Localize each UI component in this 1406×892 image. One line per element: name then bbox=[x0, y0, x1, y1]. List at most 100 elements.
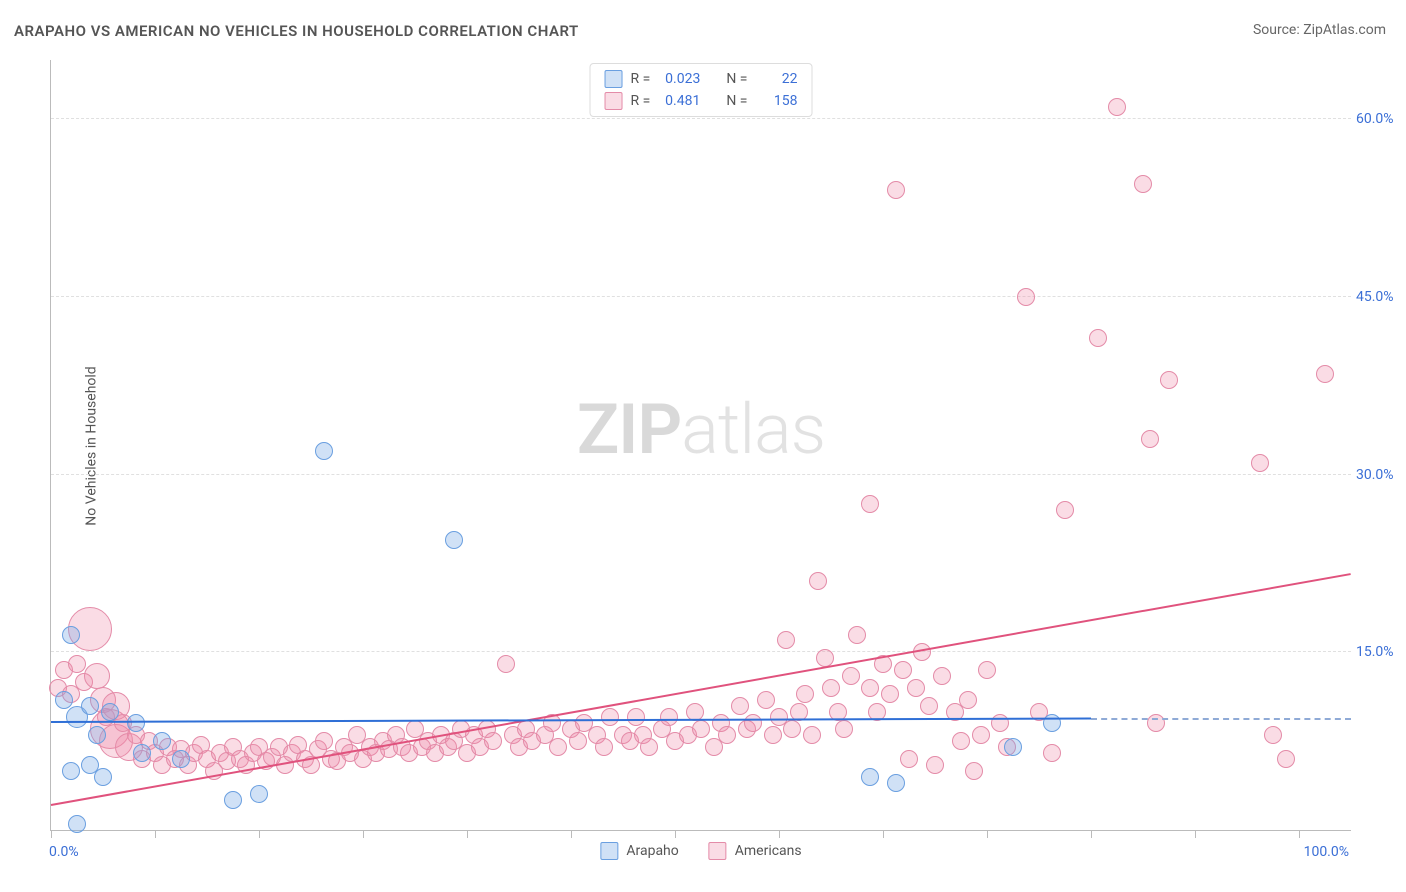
data-point-arapaho bbox=[315, 442, 333, 460]
data-point-americans bbox=[835, 720, 853, 738]
data-point-arapaho bbox=[101, 703, 119, 721]
data-point-americans bbox=[920, 697, 938, 715]
data-point-arapaho bbox=[224, 791, 242, 809]
data-point-americans bbox=[1134, 175, 1152, 193]
data-point-americans bbox=[777, 631, 795, 649]
data-point-americans bbox=[497, 655, 515, 673]
watermark-light: atlas bbox=[681, 389, 825, 471]
data-point-americans bbox=[861, 679, 879, 697]
legend-n-value-b: 158 bbox=[755, 93, 797, 109]
gridline-h bbox=[51, 296, 1351, 297]
data-point-americans bbox=[965, 762, 983, 780]
data-point-arapaho bbox=[445, 531, 463, 549]
data-point-americans bbox=[764, 726, 782, 744]
x-axis-min-label: 0.0% bbox=[49, 844, 79, 860]
legend-n-value-a: 22 bbox=[755, 71, 797, 87]
series-swatch-a bbox=[600, 842, 618, 860]
data-point-arapaho bbox=[127, 714, 145, 732]
gridline-h bbox=[51, 651, 1351, 652]
trendline bbox=[51, 573, 1351, 806]
source-attribution: Source: ZipAtlas.com bbox=[1253, 22, 1386, 38]
data-point-americans bbox=[900, 750, 918, 768]
data-point-americans bbox=[907, 679, 925, 697]
data-point-americans bbox=[84, 663, 110, 689]
x-tick bbox=[1195, 830, 1196, 838]
data-point-americans bbox=[842, 667, 860, 685]
data-point-arapaho bbox=[1004, 738, 1022, 756]
data-point-arapaho bbox=[88, 726, 106, 744]
data-point-americans bbox=[484, 732, 502, 750]
data-point-americans bbox=[1017, 288, 1035, 306]
data-point-americans bbox=[809, 572, 827, 590]
data-point-americans bbox=[796, 685, 814, 703]
data-point-americans bbox=[68, 655, 86, 673]
data-point-americans bbox=[848, 626, 866, 644]
data-point-americans bbox=[660, 708, 678, 726]
series-legend-a: Arapaho bbox=[600, 842, 678, 860]
legend-row-b: R = 0.481 N = 158 bbox=[605, 90, 798, 112]
x-tick bbox=[571, 830, 572, 838]
data-point-americans bbox=[757, 691, 775, 709]
legend-n-label-a: N = bbox=[726, 71, 747, 87]
y-tick-label: 45.0% bbox=[1356, 289, 1406, 305]
data-point-americans bbox=[627, 708, 645, 726]
x-tick bbox=[779, 830, 780, 838]
series-swatch-b bbox=[709, 842, 727, 860]
data-point-americans bbox=[1251, 454, 1269, 472]
legend-swatch-a bbox=[605, 70, 623, 88]
data-point-arapaho bbox=[94, 768, 112, 786]
data-point-americans bbox=[978, 661, 996, 679]
data-point-americans bbox=[601, 708, 619, 726]
data-point-americans bbox=[894, 661, 912, 679]
data-point-americans bbox=[881, 685, 899, 703]
data-point-americans bbox=[783, 720, 801, 738]
watermark: ZIPatlas bbox=[577, 389, 825, 471]
plot-area: ZIPatlas R = 0.023 N = 22 R = 0.481 N = … bbox=[50, 60, 1351, 831]
series-legend: Arapaho Americans bbox=[600, 842, 801, 860]
y-tick-label: 15.0% bbox=[1356, 644, 1406, 660]
data-point-americans bbox=[640, 738, 658, 756]
data-point-arapaho bbox=[153, 732, 171, 750]
x-tick bbox=[259, 830, 260, 838]
data-point-americans bbox=[549, 738, 567, 756]
data-point-americans bbox=[1108, 98, 1126, 116]
gridline-h bbox=[51, 474, 1351, 475]
data-point-americans bbox=[1089, 329, 1107, 347]
data-point-americans bbox=[1264, 726, 1282, 744]
data-point-arapaho bbox=[62, 626, 80, 644]
data-point-arapaho bbox=[172, 750, 190, 768]
watermark-bold: ZIP bbox=[577, 389, 681, 471]
gridline-h bbox=[51, 118, 1351, 119]
data-point-americans bbox=[926, 756, 944, 774]
data-point-arapaho bbox=[62, 762, 80, 780]
data-point-americans bbox=[315, 732, 333, 750]
legend-r-value-b: 0.481 bbox=[658, 93, 700, 109]
x-tick bbox=[1299, 830, 1300, 838]
x-tick bbox=[675, 830, 676, 838]
data-point-arapaho bbox=[250, 785, 268, 803]
x-tick bbox=[51, 830, 52, 838]
x-tick bbox=[363, 830, 364, 838]
data-point-americans bbox=[1316, 365, 1334, 383]
x-tick bbox=[1091, 830, 1092, 838]
x-tick bbox=[883, 830, 884, 838]
series-label-b: Americans bbox=[735, 843, 802, 859]
data-point-americans bbox=[972, 726, 990, 744]
data-point-americans bbox=[569, 732, 587, 750]
x-tick bbox=[467, 830, 468, 838]
data-point-arapaho bbox=[887, 774, 905, 792]
data-point-americans bbox=[744, 714, 762, 732]
data-point-americans bbox=[1043, 744, 1061, 762]
y-tick-label: 60.0% bbox=[1356, 111, 1406, 127]
data-point-americans bbox=[861, 495, 879, 513]
data-point-arapaho bbox=[81, 697, 99, 715]
legend-n-label-b: N = bbox=[726, 93, 747, 109]
y-tick-label: 30.0% bbox=[1356, 467, 1406, 483]
data-point-americans bbox=[718, 726, 736, 744]
legend-r-label-a: R = bbox=[631, 71, 651, 87]
data-point-americans bbox=[1141, 430, 1159, 448]
data-point-americans bbox=[933, 667, 951, 685]
trendline-dashed bbox=[1091, 718, 1351, 720]
data-point-americans bbox=[731, 697, 749, 715]
legend-r-value-a: 0.023 bbox=[658, 71, 700, 87]
